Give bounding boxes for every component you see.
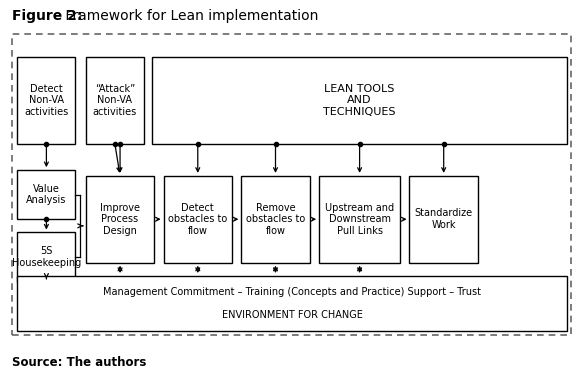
Text: Improve
Process
Design: Improve Process Design [100, 203, 140, 236]
Text: Detect
Non-VA
activities: Detect Non-VA activities [24, 84, 68, 117]
Bar [17, 170, 75, 219]
Bar [17, 57, 75, 144]
Bar [164, 176, 232, 263]
Bar [86, 176, 154, 263]
Bar [241, 176, 310, 263]
Bar [319, 176, 400, 263]
Bar [17, 276, 567, 331]
Text: LEAN TOOLS
AND
TECHNIQUES: LEAN TOOLS AND TECHNIQUES [323, 84, 396, 117]
Bar [86, 57, 144, 144]
Text: 5S
Housekeeping: 5S Housekeeping [12, 246, 81, 268]
Text: “Attack”
Non-VA
activities: “Attack” Non-VA activities [93, 84, 137, 117]
Text: Management Commitment – Training (Concepts and Practice) Support – Trust

ENVIRO: Management Commitment – Training (Concep… [103, 287, 481, 320]
Text: Framework for Lean implementation: Framework for Lean implementation [61, 9, 318, 23]
Text: Standardize
Work: Standardize Work [415, 208, 473, 230]
Text: Figure 2:: Figure 2: [12, 9, 82, 23]
Text: Value
Analysis: Value Analysis [26, 184, 67, 206]
Text: Upstream and
Downstream
Pull Links: Upstream and Downstream Pull Links [325, 203, 394, 236]
Bar [12, 34, 571, 335]
Bar [152, 57, 567, 144]
Text: Detect
obstacles to
flow: Detect obstacles to flow [168, 203, 227, 236]
Bar [409, 176, 478, 263]
Text: Remove
obstacles to
flow: Remove obstacles to flow [246, 203, 305, 236]
Bar [17, 232, 75, 282]
Text: Source: The authors: Source: The authors [12, 356, 146, 369]
